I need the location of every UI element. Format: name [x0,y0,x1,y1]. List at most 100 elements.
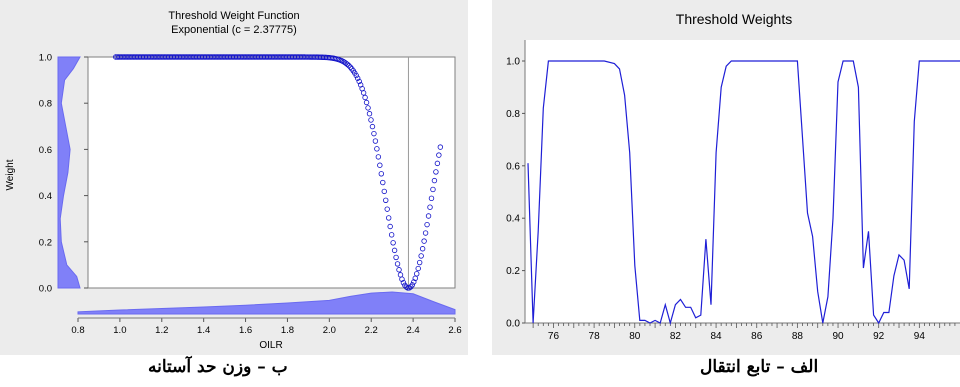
threshold-weights-line [527,60,960,326]
weight-point [433,169,439,175]
chart-plot-layer: 0.0 0.2 0.4 0.6 0.8 1.0 0.8 1.0 1.2 1.4 1.6 1.8 2.0 2… [39,53,462,337]
weight-point [347,64,354,70]
y-tick-label: 1.0 [39,53,52,64]
chart-subtitle: Exponential (c = 2.37775) [171,24,297,36]
y-tick-label: 0.2 [506,266,520,277]
weight-point [377,162,383,168]
y-marginal-density [57,56,81,289]
threshold-weight-function-panel: Threshold Weight Function Exponential (c… [0,0,468,355]
weight-point [380,179,386,186]
x-tick-label: 2.6 [448,325,461,336]
y-tick-label: 0.6 [39,145,52,156]
weight-point [375,154,382,160]
weight-point [396,267,402,273]
x-tick-label: 76 [548,331,560,342]
x-tick-label: 1.4 [197,325,210,336]
weight-point [436,152,442,158]
weight-point [385,215,392,221]
y-tick-label: 0.2 [39,237,52,248]
weight-point [353,72,359,79]
x-tick-label: 1.8 [281,325,294,336]
weight-point [415,265,421,272]
weight-point [416,259,423,266]
y-tick-label: 0.8 [39,99,52,110]
y-tick-label: 0.6 [506,161,520,172]
y-tick-label: 1.0 [506,57,520,68]
weight-point [346,62,352,69]
weight-point [374,146,380,152]
plot-area [525,40,960,323]
weight-point [424,221,430,228]
weight-point [427,204,433,210]
caption-threshold-weight: ب – وزن حد آستانه [148,357,288,377]
x-tick-label: 1.2 [155,325,168,336]
weight-point [437,144,444,150]
caption-transition-function: الف – تابع انتقال [700,357,819,377]
weight-point [387,223,393,230]
x-marginal-density [77,291,456,315]
weight-point [356,78,362,85]
x-tick-label: 2.4 [407,325,420,336]
y-tick-label: 0.0 [39,284,52,295]
y-tick-label: 0.8 [506,109,520,120]
x-axis-label: OILR [259,340,282,351]
y-tick-label: 0.4 [506,214,520,225]
weight-point [414,271,420,277]
weight-point [388,232,395,238]
x-tick-label: 78 [589,331,601,342]
weight-point [372,138,379,144]
weight-point [430,186,436,193]
weight-point [362,94,368,101]
x-tick-label: 82 [670,331,682,342]
y-axis-label: Weight [5,159,16,190]
weight-point [393,254,399,261]
weight-point [394,261,401,267]
weight-point [400,280,407,286]
weight-point [381,188,387,195]
x-tick-label: 92 [873,331,885,342]
chart-title: Threshold Weight Function [168,10,299,22]
x-tick-label: 1.0 [113,325,126,336]
weight-point [431,177,438,184]
weight-point [406,285,413,291]
weight-point [425,213,432,219]
weight-point [384,206,390,212]
weight-point [418,253,424,259]
weight-point [366,111,373,117]
x-tick-label: 86 [751,331,763,342]
threshold-weights-chart: Threshold Weights 0.0 0.2 0.4 0.6 0.8 1.0 76 78… [506,11,960,342]
weight-point [355,75,361,81]
weight-point [368,117,374,123]
x-tick-label: 88 [792,331,804,342]
plot-area [87,56,456,289]
weight-point [419,246,426,252]
threshold-weight-function-chart: Threshold Weight Function Exponential (c… [5,10,462,351]
x-tick-label: 2.0 [323,325,336,336]
chart-title: Threshold Weights [676,11,792,27]
y-tick-label: 0.0 [506,319,520,330]
weight-point [409,282,416,288]
weight-point [383,197,389,203]
weight-point [434,160,441,167]
weight-point [365,105,371,111]
x-tick-label: 94 [914,331,926,342]
x-tick-label: 1.6 [239,325,252,336]
weight-point [371,130,377,137]
weight-point [421,238,427,244]
weight-point [369,123,376,130]
y-tick-label: 0.4 [39,191,52,202]
weight-point [391,247,398,254]
x-tick-label: 90 [832,331,844,342]
weight-point [360,90,367,96]
weight-point [422,230,429,236]
weight-point [344,61,351,68]
x-tick-label: 0.8 [71,325,84,336]
chart-plot-layer: 0.0 0.2 0.4 0.6 0.8 1.0 76 78 80 82 84 86 88 90 92 94 [506,40,960,342]
weight-point [363,99,370,106]
threshold-weights-panel: Threshold Weights 0.0 0.2 0.4 0.6 0.8 1.0 76 78… [492,0,960,355]
weight-point [378,171,385,177]
weight-point [390,240,396,246]
x-tick-label: 84 [711,331,723,342]
weight-point [428,195,435,202]
x-tick-label: 80 [629,331,641,342]
